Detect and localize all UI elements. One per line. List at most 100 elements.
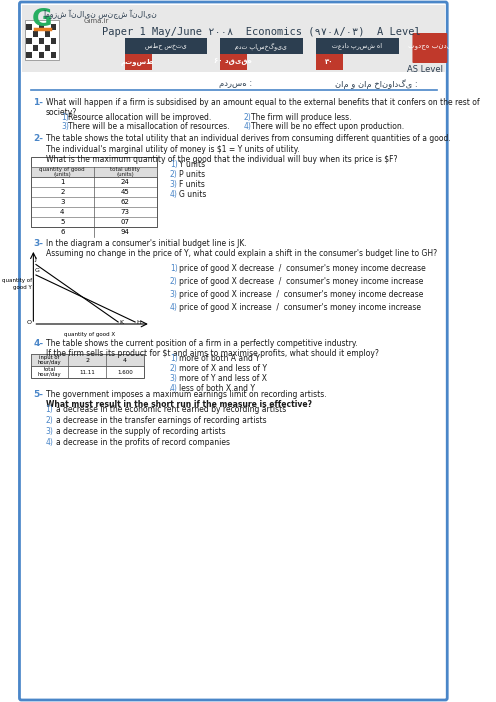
Text: What will happen if a firm is subsidised by an amount equal to the external bene: What will happen if a firm is subsidised… [46,98,479,117]
Bar [51,52,56,58]
Text: سطح سختی: سطح سختی [145,43,186,49]
Bar [26,52,32,58]
Bar [124,38,207,54]
Text: 2): 2) [244,113,251,122]
Text: The firm will produce less.: The firm will produce less. [251,113,351,122]
Text: quantity of good X: quantity of good X [64,332,116,337]
Bar [124,54,152,70]
Text: J: J [34,258,36,263]
Text: input of
hour/day: input of hour/day [38,355,62,366]
Text: 4): 4) [170,190,178,199]
Text: If the firm sells its product for $t and aims to maximise profits, what should i: If the firm sells its product for $t and… [46,349,378,358]
Text: 2): 2) [170,170,178,179]
Text: 6: 6 [60,229,64,235]
Text: 73: 73 [121,209,130,215]
Text: K: K [119,319,123,324]
Text: 3): 3) [170,290,178,299]
Text: مدت پاسخگویی: مدت پاسخگویی [235,42,287,50]
Text: 3-: 3- [33,239,43,248]
Text: 3): 3) [170,374,178,383]
Text: 1: 1 [60,179,64,185]
Text: total
hour/day: total hour/day [38,366,62,378]
Text: a decrease in the economic rent earned by recording artists: a decrease in the economic rent earned b… [56,405,286,414]
Text: 62: 62 [121,199,130,205]
Text: What is the maximum quantity of the good that the individual will buy when its p: What is the maximum quantity of the good… [46,155,397,164]
Text: 07: 07 [121,219,130,225]
Text: more of both A and Y: more of both A and Y [179,354,259,363]
Text: price of good X increase  /  consumer's money income increase: price of good X increase / consumer's mo… [179,303,421,312]
Bar [31,354,144,366]
Text: 45: 45 [121,189,129,195]
Text: 4-: 4- [33,339,44,348]
Text: F units: F units [179,180,204,189]
Text: The individual's marginal utility of money is $1 = Y units of utility.: The individual's marginal utility of mon… [46,145,299,154]
Text: متوسط: متوسط [121,58,154,65]
Text: 3): 3) [46,427,54,436]
Bar [31,157,157,227]
Text: a decrease in the transfer earnings of recording artists: a decrease in the transfer earnings of r… [56,416,267,425]
Text: 4): 4) [244,122,251,131]
Bar [316,54,343,70]
FancyBboxPatch shape [413,33,447,63]
Bar [26,38,32,44]
Text: تعداد پرسش ها: تعداد پرسش ها [332,43,382,49]
Bar [220,54,248,70]
Text: Paper 1 May/June ۲۰۰۸  Economics (۹۷۰۸/۰۳)  A Level: Paper 1 May/June ۲۰۰۸ Economics (۹۷۰۸/۰۳… [102,27,421,37]
Text: There will be no effect upon production.: There will be no effect upon production. [251,122,404,131]
Text: 2-: 2- [33,134,43,143]
Text: H: H [136,319,141,324]
Text: G: G [32,7,53,31]
Text: نام و نام خانوادگی :: نام و نام خانوادگی : [335,79,418,89]
Text: 4): 4) [170,303,178,312]
Text: 1): 1) [170,160,178,169]
Text: 5: 5 [60,219,64,225]
Text: 1-: 1- [33,98,43,107]
Text: price of good X decrease  /  consumer's money income decrease: price of good X decrease / consumer's mo… [179,264,426,273]
Bar [39,52,44,58]
Bar [33,31,38,37]
Text: 2): 2) [170,277,178,286]
Text: مدرسه :: مدرسه : [219,79,252,88]
Text: 5-: 5- [33,390,43,399]
Bar [45,31,50,37]
Bar [39,38,44,44]
Bar [39,24,44,30]
Text: 3): 3) [61,122,69,131]
Text: more of X and less of Y: more of X and less of Y [179,364,266,373]
Text: ۶۰ دقیقه: ۶۰ دقیقه [214,58,252,65]
Bar [26,24,32,30]
Text: 2): 2) [170,364,178,373]
Text: آموزش آنلاین سنجش آنلاین: آموزش آنلاین سنجش آنلاین [43,9,157,19]
Text: 1): 1) [170,264,178,273]
Text: 4: 4 [123,357,127,362]
Text: a decrease in the supply of recording artists: a decrease in the supply of recording ar… [56,427,226,436]
Bar [25,20,60,60]
Text: more of Y and less of X: more of Y and less of X [179,374,266,383]
Text: 1): 1) [46,405,53,414]
Text: The table shows the current position of a firm in a perfectly competitive indust: The table shows the current position of … [46,339,357,348]
Text: Resource allocation will be improved.: Resource allocation will be improved. [68,113,211,122]
Bar [51,24,56,30]
Text: بودجه بندی: بودجه بندی [408,44,452,50]
Text: Assuming no change in the price of Y, what could explain a shift in the consumer: Assuming no change in the price of Y, wh… [46,249,436,258]
Text: 3): 3) [170,180,178,189]
Text: ۳۰: ۳۰ [325,59,333,65]
Text: 2: 2 [60,189,64,195]
Text: quantity of good
(units): quantity of good (units) [40,166,85,178]
Bar [31,354,144,378]
Text: What must result in the short run if the measure is effective?: What must result in the short run if the… [46,400,311,409]
Bar [31,167,157,177]
Text: quantity of
good Y: quantity of good Y [1,279,32,290]
Bar [45,45,50,51]
Text: The table shows the total utility that an individual derives from consuming diff: The table shows the total utility that a… [46,134,450,143]
Text: G units: G units [179,190,206,199]
Text: 2: 2 [85,357,89,362]
Text: In the diagram a consumer's initial budget line is JK.: In the diagram a consumer's initial budg… [46,239,247,248]
Text: 11.11: 11.11 [79,369,95,374]
Text: Gıma.ir: Gıma.ir [83,18,109,24]
Bar [22,5,444,72]
Text: 1): 1) [170,354,178,363]
Text: a decrease in the profits of record companies: a decrease in the profits of record comp… [56,438,230,447]
Text: 4: 4 [60,209,64,215]
Bar [51,38,56,44]
